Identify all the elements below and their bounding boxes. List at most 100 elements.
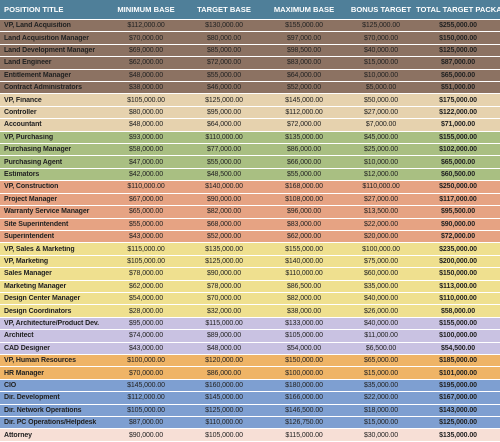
amount-cell: $5,000.00 <box>365 84 397 92</box>
amount-cell: $35,000.00 <box>363 282 399 290</box>
amount-cell: $10,000.00 <box>363 158 399 166</box>
amount-cell: $195,000.00 <box>439 381 477 389</box>
amount-cell: $20,000.00 <box>363 233 399 241</box>
amount-cell: $95,000.00 <box>206 109 242 117</box>
header-cell: POSITION TITLE <box>4 5 64 14</box>
amount-cell: $95,500.00 <box>440 208 476 216</box>
amount-cell: $82,000.00 <box>286 295 322 303</box>
amount-cell: $60,000.00 <box>363 270 399 278</box>
amount-cell: $135,000.00 <box>205 245 243 253</box>
amount-cell: $74,000.00 <box>128 332 164 340</box>
position-title: Design Center Manager <box>4 295 81 303</box>
table-row: Warranty Service Manager $65,000.00 $82,00… <box>0 206 500 219</box>
amount-cell: $112,000.00 <box>127 22 165 30</box>
amount-cell: $54,000.00 <box>286 344 322 352</box>
amount-cell: $125,000.00 <box>205 257 243 265</box>
table-row: Purchasing Agent $47,000.00 $55,000.00 $66,… <box>0 156 500 169</box>
amount-cell: $110,000.00 <box>205 133 243 141</box>
amount-cell: $150,000.00 <box>439 34 477 42</box>
table-row: Accountant $48,000.00 $64,000.00 $72,000.00… <box>0 119 500 132</box>
position-title: VP, Finance <box>4 96 42 104</box>
amount-cell: $40,000.00 <box>363 295 399 303</box>
amount-cell: $13,500.00 <box>363 208 399 216</box>
amount-cell: $85,000.00 <box>206 47 242 55</box>
amount-cell: $95,000.00 <box>128 319 164 327</box>
position-title: Dir. Network Operations <box>4 406 82 414</box>
position-title: Superintendent <box>4 233 54 241</box>
table-row: Land Development Manager $69,000.00 $85,00… <box>0 44 500 58</box>
amount-cell: $145,000.00 <box>285 96 323 104</box>
amount-cell: $22,000.00 <box>363 220 399 228</box>
table-row: Superintendent $43,000.00 $52,000.00 $62,00… <box>0 230 500 244</box>
position-title: VP, Land Acquisition <box>4 22 71 30</box>
amount-cell: $175,000.00 <box>439 96 477 104</box>
amount-cell: $15,000.00 <box>363 59 399 67</box>
table-row: Dir. Network Operations $105,000.00 $125,0… <box>0 404 500 417</box>
position-title: CAD Designer <box>4 344 50 352</box>
amount-cell: $145,000.00 <box>205 394 243 402</box>
position-title: Controller <box>4 109 37 117</box>
amount-cell: $83,000.00 <box>286 220 322 228</box>
amount-cell: $100,000.00 <box>362 245 400 253</box>
amount-cell: $105,000.00 <box>127 257 165 265</box>
amount-cell: $72,000.00 <box>206 59 242 67</box>
amount-cell: $105,000.00 <box>205 431 243 439</box>
amount-cell: $96,000.00 <box>286 208 322 216</box>
amount-cell: $150,000.00 <box>439 270 477 278</box>
position-title: VP, Sales & Marketing <box>4 245 75 253</box>
amount-cell: $140,000.00 <box>205 183 243 191</box>
table-row: CIO $145,000.00 $160,000.00 $180,000.00 $35,… <box>0 379 500 393</box>
amount-cell: $64,000.00 <box>286 71 322 79</box>
position-title: VP, Human Resources <box>4 357 76 365</box>
position-title: Purchasing Agent <box>4 158 63 166</box>
amount-cell: $105,000.00 <box>285 332 323 340</box>
amount-cell: $40,000.00 <box>363 47 399 55</box>
table-row: VP, Human Resources $100,000.00 $120,000.0… <box>0 354 500 368</box>
amount-cell: $140,000.00 <box>285 257 323 265</box>
amount-cell: $38,000.00 <box>128 84 164 92</box>
position-title: Land Acquisition Manager <box>4 34 89 42</box>
amount-cell: $112,000.00 <box>285 109 323 117</box>
amount-cell: $60,500.00 <box>440 171 476 179</box>
amount-cell: $69,000.00 <box>128 47 164 55</box>
amount-cell: $70,000.00 <box>128 34 164 42</box>
amount-cell: $166,000.00 <box>285 394 323 402</box>
amount-cell: $86,500.00 <box>286 282 322 290</box>
amount-cell: $65,000.00 <box>128 208 164 216</box>
header-cell: TARGET BASE <box>197 5 251 14</box>
amount-cell: $255,000.00 <box>439 22 477 30</box>
amount-cell: $93,000.00 <box>128 133 164 141</box>
amount-cell: $145,000.00 <box>127 381 165 389</box>
amount-cell: $55,000.00 <box>206 158 242 166</box>
position-title: Purchasing Manager <box>4 146 72 154</box>
amount-cell: $55,000.00 <box>286 171 322 179</box>
amount-cell: $100,000.00 <box>439 332 477 340</box>
position-title: Site Superintendent <box>4 220 69 228</box>
amount-cell: $65,000.00 <box>363 357 399 365</box>
amount-cell: $65,000.00 <box>440 71 476 79</box>
amount-cell: $117,000.00 <box>439 195 477 203</box>
amount-cell: $78,000.00 <box>128 270 164 278</box>
table-row: Site Superintendent $55,000.00 $68,000.00 $… <box>0 218 500 231</box>
position-title: Sales Manager <box>4 270 52 278</box>
position-title: Estimators <box>4 171 40 179</box>
amount-cell: $120,000.00 <box>205 357 243 365</box>
amount-cell: $28,000.00 <box>128 307 164 315</box>
table-row: Land Engineer $62,000.00 $72,000.00 $83,000… <box>0 57 500 70</box>
table-row: Design Coordinators $28,000.00 $32,000.00 $… <box>0 305 500 318</box>
table-row: VP, Purchasing $93,000.00 $110,000.00 $135,… <box>0 131 500 145</box>
table-row: Land Acquisition Manager $70,000.00 $80,00… <box>0 32 500 45</box>
amount-cell: $46,000.00 <box>206 84 242 92</box>
amount-cell: $25,000.00 <box>363 146 399 154</box>
table-row: VP, Sales & Marketing $115,000.00 $135,000… <box>0 243 500 256</box>
amount-cell: $15,000.00 <box>363 419 399 427</box>
amount-cell: $12,000.00 <box>363 171 399 179</box>
amount-cell: $45,000.00 <box>363 133 399 141</box>
amount-cell: $112,000.00 <box>127 394 165 402</box>
amount-cell: $67,000.00 <box>128 195 164 203</box>
amount-cell: $62,000.00 <box>128 282 164 290</box>
table-row: VP, Construction $110,000.00 $140,000.00 $1… <box>0 181 500 194</box>
amount-cell: $100,000.00 <box>285 369 323 377</box>
amount-cell: $51,000.00 <box>440 84 476 92</box>
